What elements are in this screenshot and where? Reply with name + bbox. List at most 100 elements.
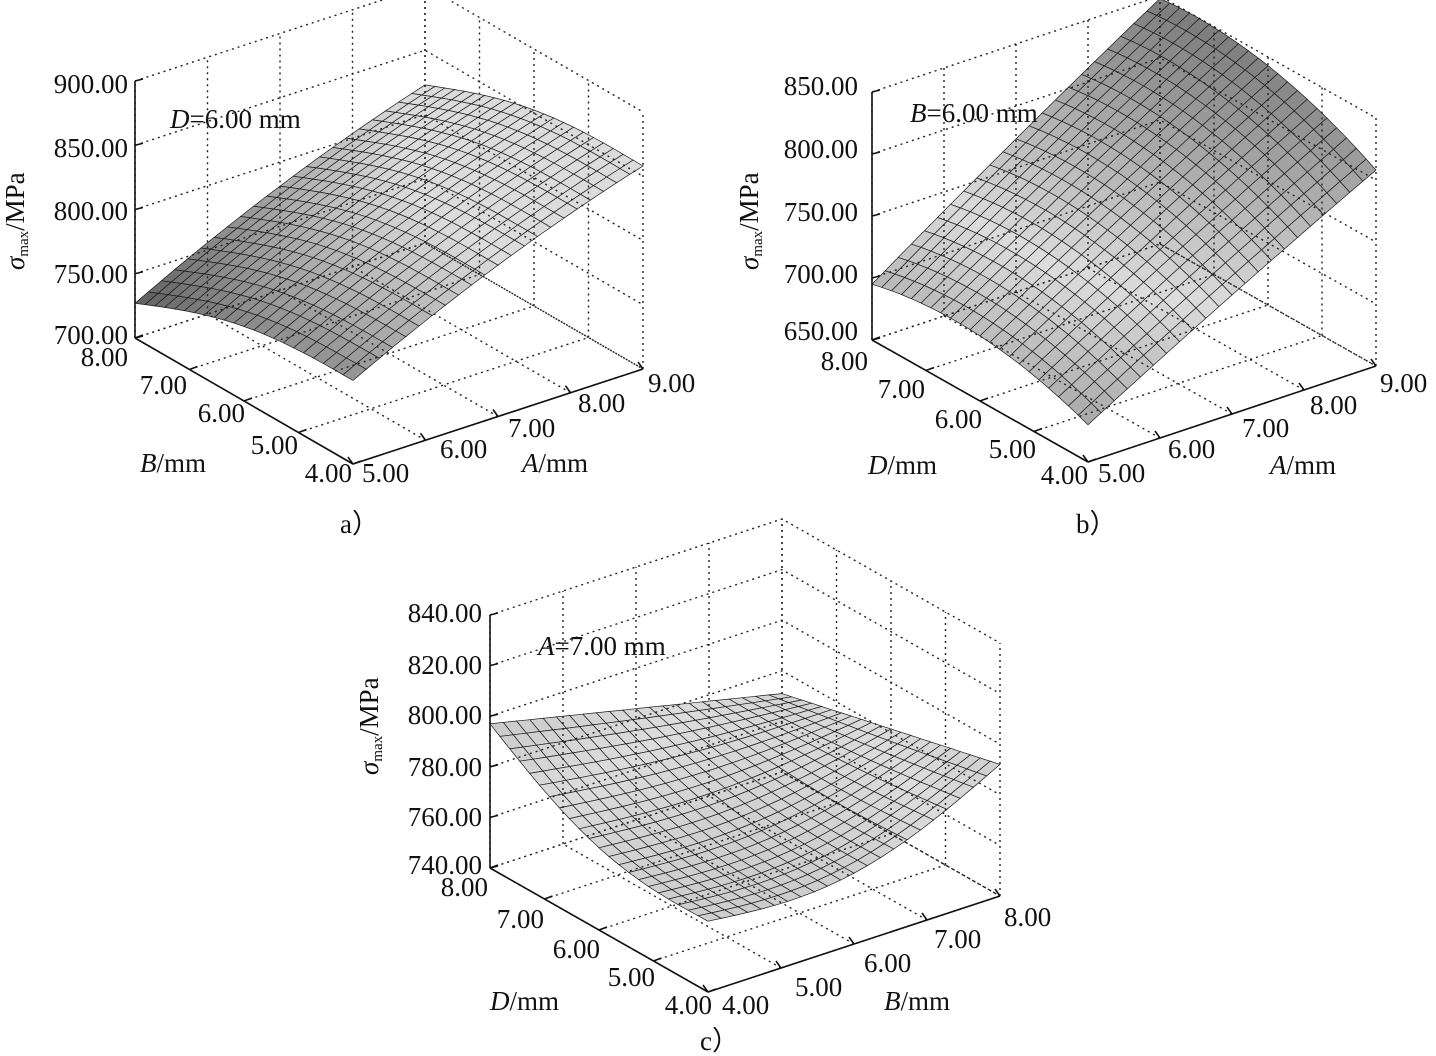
x-tick-label: 8.00	[578, 388, 625, 418]
x-tick-label: 6.00	[864, 948, 911, 978]
axes-a	[134, 0, 644, 465]
y-tick-label: 5.00	[251, 430, 298, 460]
x-axis-label: A/mm	[520, 448, 588, 478]
x-tick-label: 4.00	[722, 990, 769, 1020]
surface-cell	[697, 912, 723, 922]
y-tick-label: 7.00	[497, 904, 544, 934]
z-tick	[871, 275, 881, 279]
z-tick	[489, 662, 499, 667]
grid-line	[925, 273, 1215, 372]
x-tick-label: 6.00	[1168, 434, 1215, 464]
z-tick-label: 900.00	[54, 69, 128, 99]
z-tick-label: 760.00	[408, 802, 482, 832]
y-tick	[925, 366, 935, 372]
z-tick	[871, 89, 881, 93]
y-axis-label: B/mm	[140, 448, 206, 478]
z-tick	[134, 142, 144, 147]
y-tick-label: 8.00	[441, 872, 488, 902]
z-tick	[489, 612, 499, 616]
y-tick-label: 6.00	[553, 934, 600, 964]
x-tick	[848, 936, 855, 945]
z-axis-label: σmax/MPa	[0, 172, 32, 270]
z-tick	[489, 713, 499, 717]
z-tick	[134, 78, 144, 82]
y-tick	[189, 365, 198, 371]
z-tick-label: 800.00	[54, 196, 128, 226]
z-tick	[871, 151, 881, 155]
y-tick	[134, 334, 144, 339]
z-tick-label: 740.00	[408, 850, 482, 880]
z-tick-label: 780.00	[408, 752, 482, 782]
y-tick	[243, 397, 253, 402]
y-tick-label: 5.00	[989, 434, 1036, 464]
z-tick-label: 700.00	[54, 320, 128, 350]
x-tick	[702, 984, 709, 993]
z-tick-label: 850.00	[784, 71, 858, 101]
panel-caption: a）	[340, 509, 379, 539]
y-tick-label: 6.00	[935, 404, 982, 434]
grid-line	[871, 181, 1377, 305]
surface-cell	[342, 363, 367, 381]
y-tick	[352, 460, 362, 465]
z-axis-label: σmax/MPa	[734, 172, 766, 270]
z-tick-label: 820.00	[408, 650, 482, 680]
grid-line	[489, 720, 1001, 847]
x-tick-label: 9.00	[648, 368, 695, 398]
z-tick	[871, 213, 881, 217]
fixed-parameter-annotation: A=7.00 mm	[536, 631, 666, 661]
grid-line	[979, 304, 1269, 402]
x-tick-label: 7.00	[1242, 413, 1289, 443]
y-tick	[1087, 458, 1097, 463]
x-axis-label: A/mm	[1268, 450, 1336, 480]
grid-line	[489, 568, 1001, 695]
z-tick-label: 840.00	[408, 598, 482, 628]
axes-c	[489, 518, 1001, 993]
y-tick	[298, 428, 307, 434]
grid-line	[489, 518, 1001, 644]
x-tick	[637, 361, 644, 370]
z-tick-label: 700.00	[784, 259, 858, 289]
z-tick-label: 750.00	[784, 197, 858, 227]
x-tick	[492, 409, 499, 417]
x-tick	[1082, 454, 1089, 463]
grid-line	[1033, 334, 1323, 433]
y-tick-label: 7.00	[140, 370, 187, 400]
y-tick	[707, 988, 717, 993]
y-tick	[489, 864, 499, 869]
panel-a: 900.00 850.00 800.00 750.00 700.00 σmax/…	[0, 0, 695, 539]
y-tick	[1033, 427, 1043, 433]
fixed-parameter-annotation: D=6.00 mm	[169, 104, 301, 134]
x-tick-label: 6.00	[440, 434, 487, 464]
grid-line	[871, 243, 1161, 341]
z-tick-label: 800.00	[408, 700, 482, 730]
z-tick-label: 850.00	[54, 133, 128, 163]
y-tick-label: 5.00	[608, 962, 655, 992]
x-tick-label: 5.00	[1098, 458, 1145, 488]
x-tick-label: 8.00	[1310, 390, 1357, 420]
fixed-parameter-annotation: B=6.00 mm	[910, 98, 1038, 128]
x-tick-label: 7.00	[934, 924, 981, 954]
z-tick	[134, 206, 144, 211]
z-tick-label: 650.00	[784, 316, 858, 346]
x-tick	[1298, 382, 1305, 391]
grid-line	[871, 0, 1377, 119]
grid-line	[871, 243, 1377, 367]
panel-c: 840.00 820.00 800.00 780.00 760.00 740.0…	[354, 518, 1051, 1056]
x-tick-label: 8.00	[1004, 902, 1051, 932]
x-tick	[564, 385, 572, 394]
axes-b	[871, 0, 1377, 463]
z-tick	[489, 814, 499, 819]
y-tick-label: 8.00	[81, 342, 128, 372]
y-tick-label: 4.00	[305, 458, 352, 488]
y-tick-label: 8.00	[821, 346, 868, 376]
y-axis-label: D/mm	[867, 450, 937, 480]
grid-line	[134, 0, 644, 113]
x-tick	[921, 912, 928, 921]
z-tick-label: 800.00	[784, 134, 858, 164]
y-tick	[871, 336, 881, 341]
z-axis-label: σmax/MPa	[354, 677, 386, 775]
x-tick	[775, 960, 782, 969]
x-tick	[347, 456, 354, 465]
surface-a	[134, 84, 644, 381]
